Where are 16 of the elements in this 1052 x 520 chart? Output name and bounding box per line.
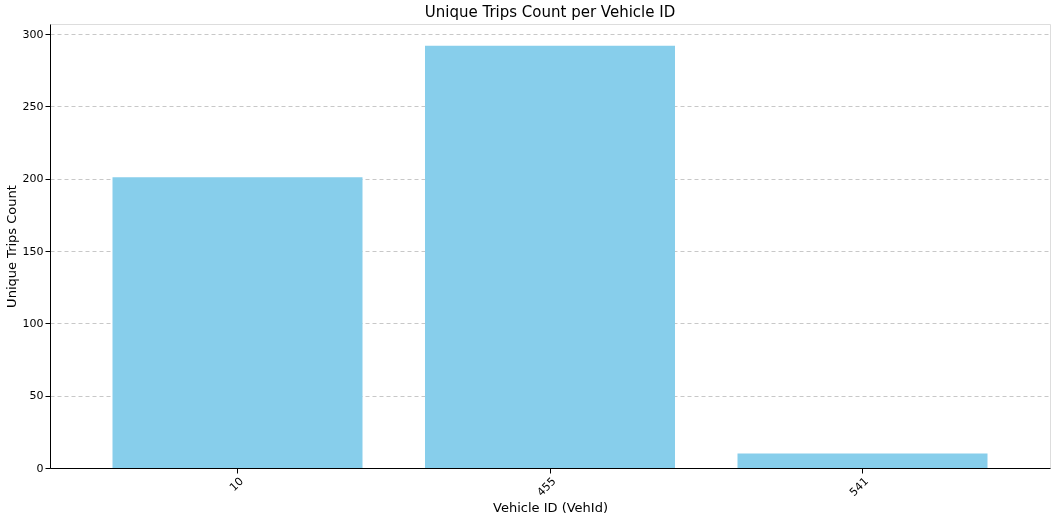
x-tick-label: 541 (846, 474, 871, 499)
y-tick-label: 0 (36, 461, 44, 475)
bar (112, 177, 363, 468)
y-tick-label: 300 (22, 27, 44, 41)
y-tick-label: 150 (22, 244, 44, 258)
bar (425, 45, 675, 468)
bar (737, 453, 988, 468)
y-tick-label: 250 (22, 99, 44, 113)
y-tick-label: 100 (22, 316, 44, 330)
y-tick-label: 50 (29, 389, 44, 403)
y-axis-title: Unique Trips Count (3, 185, 19, 308)
chart-title: Unique Trips Count per Vehicle ID (424, 3, 676, 21)
x-tick-label: 455 (534, 474, 559, 499)
x-tick-label: 10 (226, 474, 246, 494)
y-tick-label: 200 (22, 172, 44, 186)
x-axis-title: Vehicle ID (VehId) (493, 500, 608, 516)
